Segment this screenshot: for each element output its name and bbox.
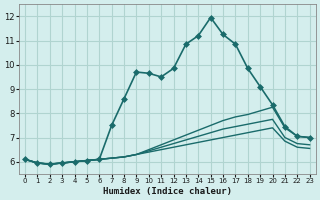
X-axis label: Humidex (Indice chaleur): Humidex (Indice chaleur) — [103, 187, 232, 196]
